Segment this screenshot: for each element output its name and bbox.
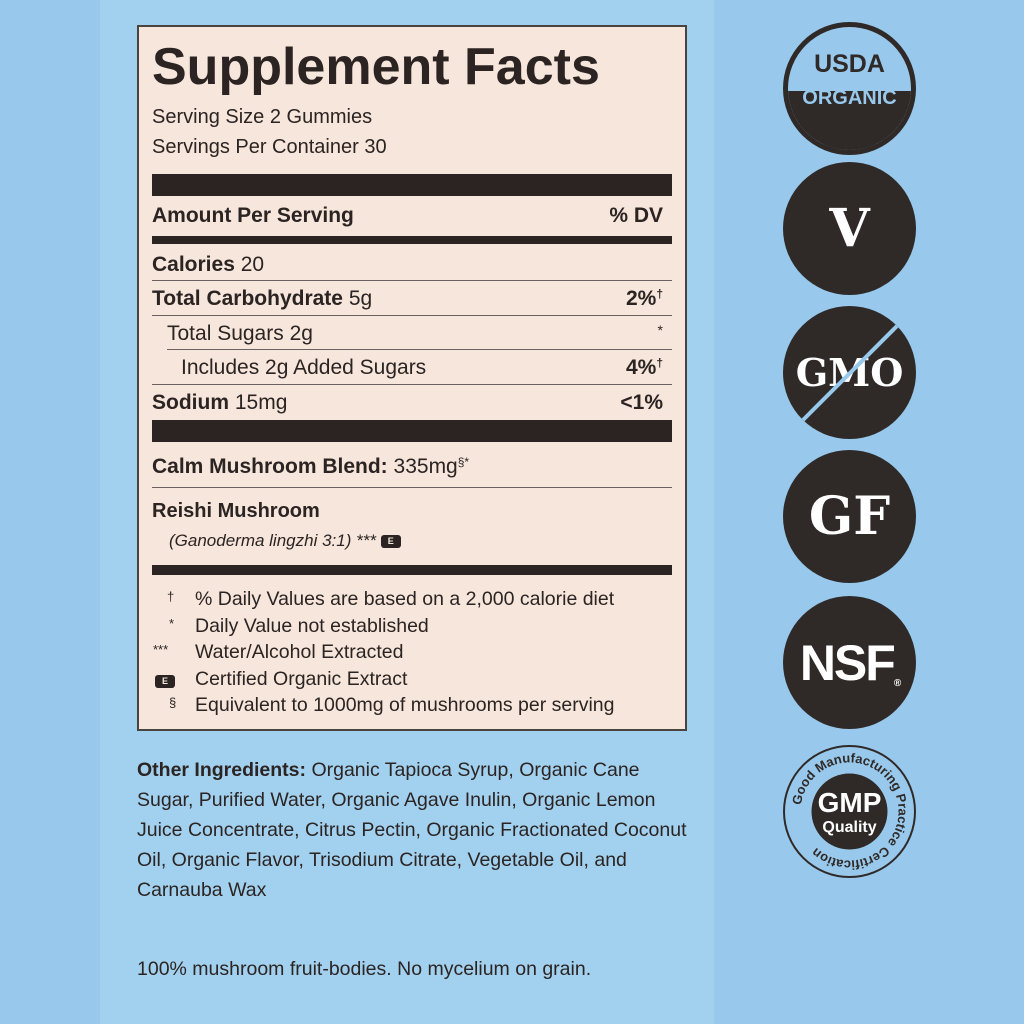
- divider: [167, 349, 672, 350]
- footnote-symbol: ***: [153, 642, 169, 657]
- blend-row: Calm Mushroom Blend: 335mg§*: [152, 455, 470, 478]
- amount-header: Amount Per Serving: [152, 204, 354, 227]
- footnote-symbol: *: [169, 616, 175, 631]
- gmp-quality-icon: Good Manufacturing Practice Certificatio…: [783, 745, 916, 878]
- row-carbohydrate: Total Carbohydrate 5g: [152, 287, 373, 310]
- usda-organic-icon: USDA ORGANIC: [783, 22, 916, 155]
- row-added-sugars: Includes 2g Added Sugars: [181, 356, 427, 379]
- row-calories: Calories 20: [152, 253, 265, 276]
- dv-header: % DV: [609, 204, 663, 227]
- non-gmo-icon: GMO: [783, 306, 916, 439]
- other-ingredients: Other Ingredients: Organic Tapioca Syrup…: [137, 759, 687, 901]
- dv-added-sugars: 4%†: [625, 356, 663, 379]
- divider: [152, 487, 672, 488]
- footnote-symbol: †: [167, 589, 175, 604]
- divider: [152, 384, 672, 385]
- footnote-text: Daily Value not established: [195, 615, 429, 637]
- nsf-icon: NSF ®: [783, 596, 916, 729]
- footnote-text: Equivalent to 1000mg of mushrooms per se…: [195, 694, 615, 716]
- divider: [152, 315, 672, 316]
- dv-sodium: <1%: [620, 391, 663, 414]
- supplement-facts-panel: Supplement Facts Serving Size 2 Gummies …: [137, 25, 687, 731]
- ingredient-detail: (Ganoderma lingzhi 3:1) *** E: [169, 531, 401, 551]
- footnote-text: Water/Alcohol Extracted: [195, 641, 404, 663]
- vegan-icon: V: [783, 162, 916, 295]
- facts-title: Supplement Facts: [152, 38, 600, 96]
- organic-extract-icon: E: [380, 535, 401, 549]
- serving-size: Serving Size 2 Gummies: [152, 106, 373, 128]
- divider: [152, 565, 672, 575]
- row-sodium: Sodium 15mg: [152, 391, 288, 414]
- footnote-symbol: §: [169, 695, 177, 710]
- gluten-free-icon: GF: [783, 450, 916, 583]
- footnote-text: Certified Organic Extract: [195, 668, 408, 690]
- footnote-text: % Daily Values are based on a 2,000 calo…: [195, 588, 615, 610]
- divider: [152, 236, 672, 244]
- row-sugars: Total Sugars 2g: [167, 322, 313, 345]
- servings-per-container: Servings Per Container 30: [152, 136, 387, 158]
- dv-sugars: *: [657, 322, 663, 338]
- divider: [152, 174, 672, 196]
- divider: [152, 420, 672, 442]
- dv-carbohydrate: 2%†: [625, 287, 663, 310]
- ingredient-name: Reishi Mushroom: [152, 500, 320, 522]
- bottom-note: 100% mushroom fruit-bodies. No mycelium …: [137, 958, 592, 980]
- divider: [152, 280, 672, 281]
- organic-extract-icon: E: [155, 674, 175, 688]
